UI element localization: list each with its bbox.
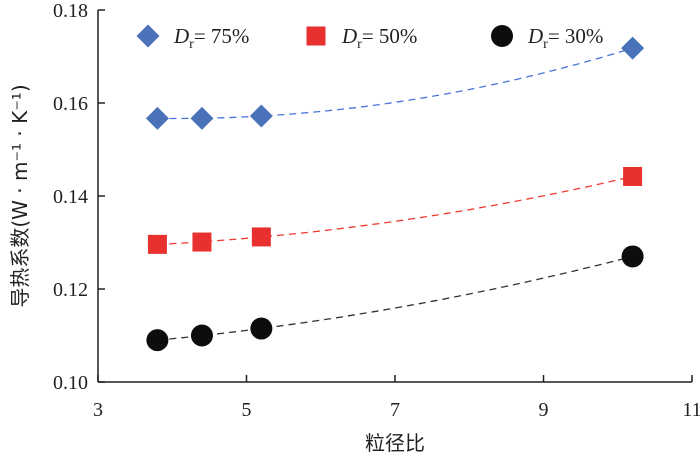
- x-tick-label: 5: [242, 399, 252, 421]
- legend-item-3: Dr= 30%: [491, 24, 603, 52]
- trend-line-3: [157, 255, 633, 341]
- plot-area: 3 5 7 9 11 0.10 0.12 0.14 0.16 0.18: [53, 0, 700, 421]
- legend-label-sub: r: [543, 37, 548, 52]
- legend: Dr= 75% Dr= 50% Dr= 30%: [136, 24, 603, 52]
- data-point: [190, 324, 213, 347]
- legend-label-rest: = 75%: [194, 24, 250, 48]
- trend-line-1: [157, 47, 633, 120]
- legend-label-main: D: [341, 24, 357, 48]
- x-tick-label: 7: [390, 399, 400, 421]
- x-tick-label: 11: [682, 399, 700, 421]
- data-point: [250, 317, 273, 340]
- trend-lines: [157, 47, 633, 341]
- trend-line-2: [157, 175, 633, 246]
- y-axis-title: 导热系数(W · m⁻¹ · K⁻¹): [8, 84, 32, 307]
- legend-label: Dr= 75%: [173, 24, 249, 52]
- legend-marker: [306, 26, 326, 46]
- data-point: [147, 234, 167, 254]
- data-point: [145, 106, 169, 130]
- y-tick-label: 0.14: [53, 186, 88, 208]
- data-point: [251, 227, 271, 247]
- legend-label-rest: = 30%: [548, 24, 604, 48]
- data-point: [623, 166, 643, 186]
- legend-marker: [491, 25, 513, 47]
- data-point: [621, 245, 644, 268]
- legend-label: Dr= 50%: [341, 24, 417, 52]
- data-point: [190, 106, 214, 130]
- y-tick-label: 0.10: [53, 372, 88, 394]
- x-tick-label: 3: [93, 399, 103, 421]
- data-point: [249, 104, 273, 128]
- legend-label-sub: r: [357, 37, 362, 52]
- legend-label: Dr= 30%: [527, 24, 603, 52]
- data-markers: [145, 36, 645, 352]
- legend-label-main: D: [527, 24, 543, 48]
- x-tick-label: 9: [539, 399, 549, 421]
- legend-label-sub: r: [189, 37, 194, 52]
- x-axis-title: 粒径比: [365, 431, 425, 455]
- data-point: [621, 36, 645, 60]
- y-tick-label: 0.16: [53, 93, 88, 115]
- legend-item-2: Dr= 50%: [306, 24, 417, 52]
- legend-label-rest: = 50%: [362, 24, 418, 48]
- y-tick-label: 0.12: [53, 279, 88, 301]
- legend-item-1: Dr= 75%: [136, 24, 249, 52]
- legend-marker: [136, 24, 160, 48]
- y-tick-label: 0.18: [53, 0, 88, 22]
- y-ticks: 0.10 0.12 0.14 0.16 0.18: [53, 0, 105, 394]
- data-point: [192, 232, 212, 252]
- data-point: [146, 329, 169, 352]
- legend-label-main: D: [173, 24, 189, 48]
- x-ticks: 3 5 7 9 11: [93, 375, 700, 421]
